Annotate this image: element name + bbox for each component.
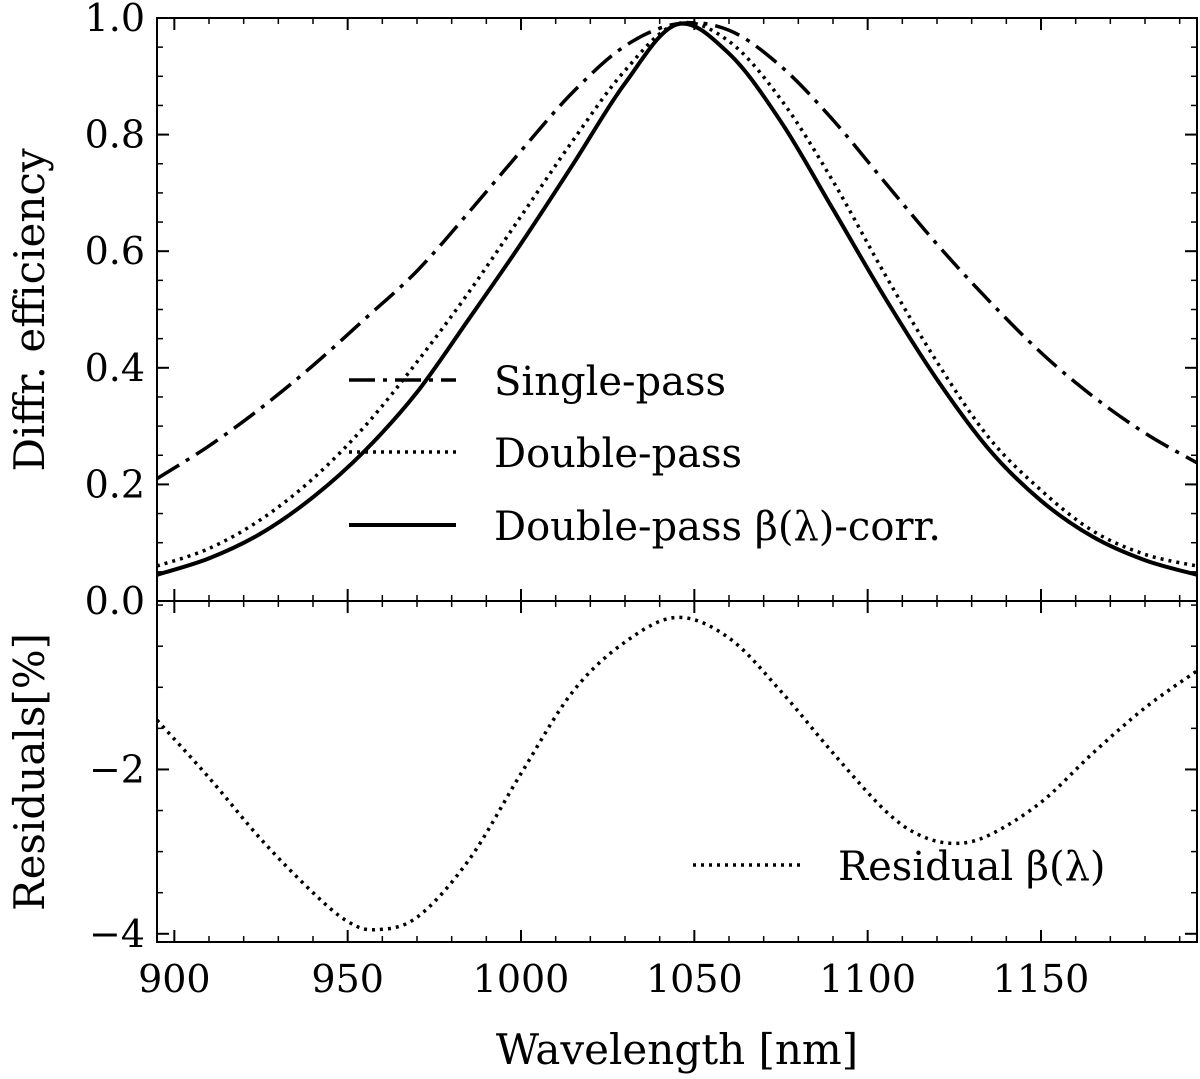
top-y-tick-label-1: 0.2 [85,462,145,506]
x-tick-label-1: 950 [311,957,384,1001]
top-legend-label-1: Single-pass [494,359,726,405]
top-legend: Single-pass Double-pass Double-pass β(λ)-c… [349,359,941,550]
top-y-axis-label: Diffr. efficiency [5,148,54,472]
bottom-series-line-1 [155,615,1199,932]
top-legend-label-2: Double-pass [494,431,742,477]
x-tick-label-0: 900 [138,957,211,1001]
x-tick-label-5: 1150 [993,957,1090,1001]
top-series-line-3 [156,21,1198,577]
bottom-y-ticks: −4 −2 [89,604,1197,956]
x-tick-label-4: 1100 [819,957,916,1001]
top-legend-label-3: Double-pass β(λ)-corr. [494,504,941,550]
x-ticks: 900 950 1000 1050 1100 1150 [138,18,1181,1001]
x-axis-label: Wavelength [nm] [496,1025,858,1074]
top-y-tick-label-3: 0.6 [85,229,145,273]
top-y-tick-label-5: 1.0 [85,0,145,40]
bottom-series [155,615,1199,932]
top-y-tick-label-2: 0.4 [85,346,145,390]
top-series-line-1 [156,20,1198,481]
top-series-line-2 [156,20,1198,568]
x-tick-label-2: 1000 [473,957,570,1001]
bottom-legend-label-1: Residual β(λ) [838,844,1106,890]
bottom-plot-frame [156,600,1198,943]
top-y-tick-label-0: 0.0 [85,579,145,623]
bottom-y-tick-label-1: −2 [89,747,145,791]
top-y-ticks: 0.0 0.2 0.4 0.6 0.8 1.0 [85,0,1197,623]
top-y-tick-label-4: 0.8 [85,113,145,157]
bottom-y-axis-label: Residuals[%] [5,633,54,911]
bottom-legend: Residual β(λ) [693,844,1106,890]
bottom-y-tick-label-0: −4 [89,912,145,956]
top-panel: 0.0 0.2 0.4 0.6 0.8 1.0 Diffr. efficiency Sin… [5,0,1198,623]
bottom-panel: −4 −2 900 950 1000 1050 1100 1150 Residuals[%]… [5,18,1199,1074]
x-tick-label-3: 1050 [646,957,743,1001]
top-series [156,20,1198,577]
